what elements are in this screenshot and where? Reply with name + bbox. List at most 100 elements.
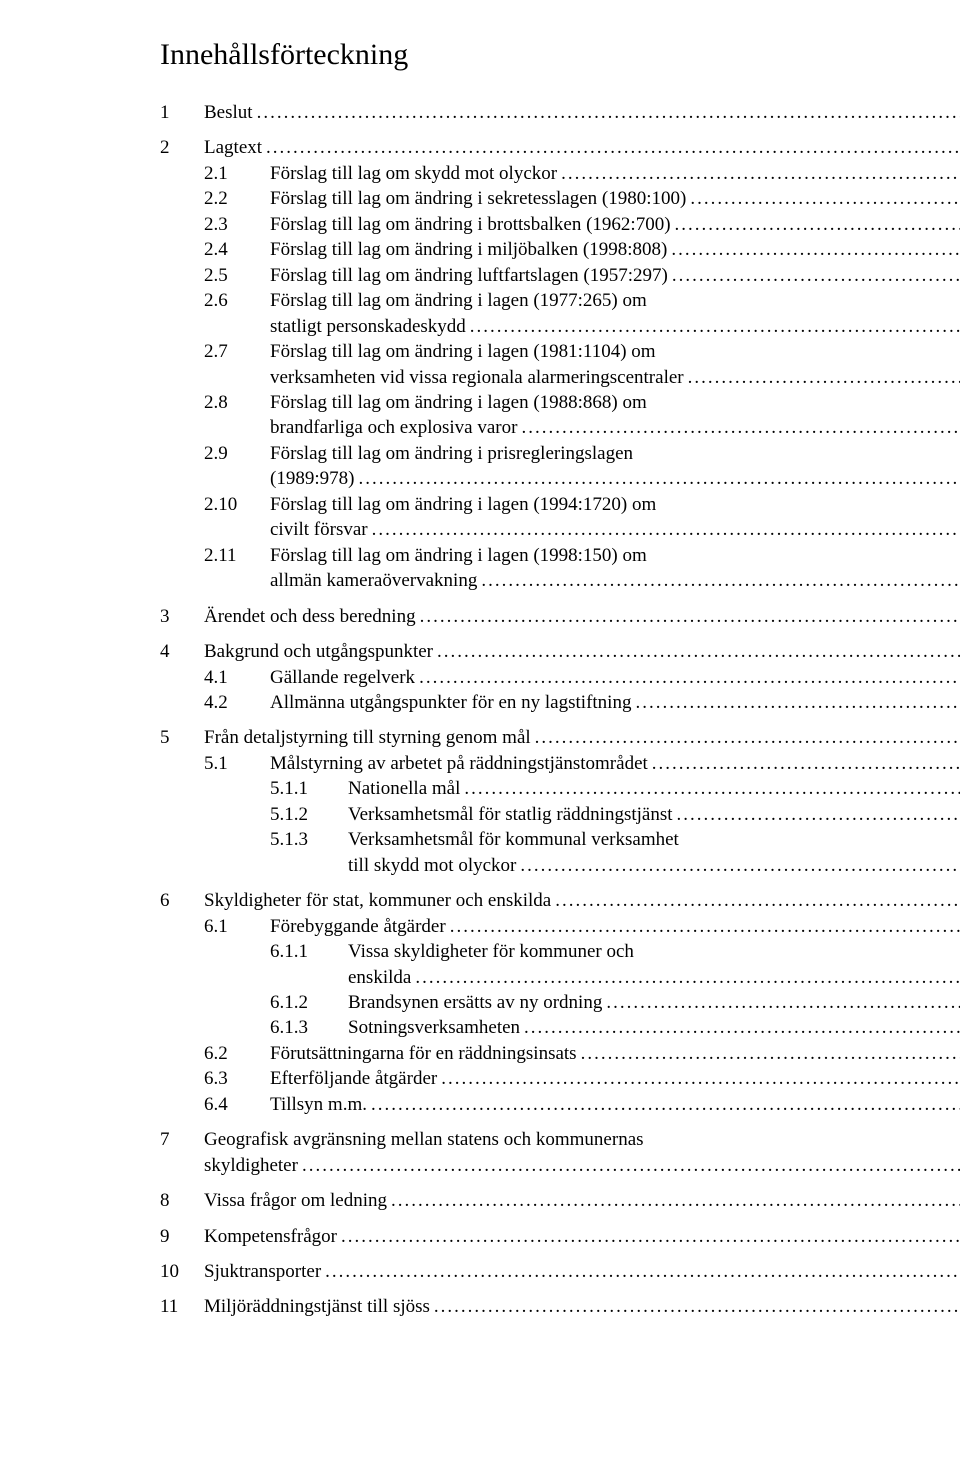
toc-number: 1 — [160, 100, 204, 125]
toc-label: enskilda — [348, 965, 960, 990]
toc-number: 4.2 — [204, 690, 270, 715]
toc-subsubsection: 5.1.2Verksamhetsmål för statlig räddning… — [270, 802, 960, 827]
toc-entry-line1: 5.1.3Verksamhetsmål för kommunal verksam… — [270, 827, 960, 852]
toc-label: Sotningsverksamheten — [348, 1015, 960, 1040]
toc-gap — [160, 1284, 960, 1294]
toc-label: Skyldigheter för stat, kommuner och ensk… — [204, 888, 960, 913]
toc-label: Gällande regelverk — [270, 665, 960, 690]
toc-chapter: 1Beslut5 — [160, 100, 960, 125]
toc-chapter: 8Vissa frågor om ledning74 — [160, 1188, 960, 1213]
toc-label: Förutsättningarna för en räddningsinsats — [270, 1041, 960, 1066]
toc-number: 9 — [160, 1224, 204, 1249]
toc-number: 6.1.2 — [270, 990, 348, 1015]
toc-gap — [160, 1117, 960, 1127]
toc-gap — [160, 1249, 960, 1259]
toc-subsection: 5.1Målstyrning av arbetet på räddningstj… — [204, 751, 960, 776]
toc-number: 2.10 — [204, 492, 270, 517]
toc-subsection: 6.4Tillsyn m.m.68 — [204, 1092, 960, 1117]
toc-chapter: 2Lagtext6 — [160, 135, 960, 160]
toc-number: 5.1.2 — [270, 802, 348, 827]
toc-number: 5.1.1 — [270, 776, 348, 801]
toc-label: Målstyrning av arbetet på räddningstjäns… — [270, 751, 960, 776]
toc-subsection: 2.4Förslag till lag om ändring i miljöba… — [204, 237, 960, 262]
toc-entry-line1: 2.8Förslag till lag om ändring i lagen (… — [204, 390, 960, 415]
toc-number: 6.3 — [204, 1066, 270, 1091]
toc-subsection: 2.1Förslag till lag om skydd mot olyckor… — [204, 161, 960, 186]
toc-chapter: 6Skyldigheter för stat, kommuner och ens… — [160, 888, 960, 913]
toc-label: Förslag till lag om ändring i lagen (198… — [270, 390, 960, 415]
toc-label: Förslag till lag om ändring i lagen (199… — [270, 492, 960, 517]
toc-entry-line2: brandfarliga och explosiva varor28 — [204, 415, 960, 440]
toc-subsubsection: 6.1.3Sotningsverksamheten57 — [270, 1015, 960, 1040]
toc-subsection: 2.2Förslag till lag om ändring i sekrete… — [204, 186, 960, 211]
toc-label: skyldigheter — [204, 1153, 960, 1178]
toc-entry-line1: 6.1.1Vissa skyldigheter för kommuner och — [270, 939, 960, 964]
toc-label: Ärendet och dess beredning — [204, 604, 960, 629]
toc-chapter: 9Kompetensfrågor76 — [160, 1224, 960, 1249]
table-of-contents: 1Beslut5 2Lagtext62.1Förslag till lag om … — [160, 100, 960, 1320]
toc-number: 2.3 — [204, 212, 270, 237]
toc-label: Vissa skyldigheter för kommuner och — [348, 939, 960, 964]
toc-number: 2.9 — [204, 441, 270, 466]
toc-number: 3 — [160, 604, 204, 629]
toc-number: 2.2 — [204, 186, 270, 211]
toc-entry-line2: till skydd mot olyckor43 — [270, 853, 960, 878]
toc-subsection: 6.2Förutsättningarna för en räddningsins… — [204, 1041, 960, 1066]
toc-subsection: 2.5Förslag till lag om ändring luftfarts… — [204, 263, 960, 288]
toc-label: Förslag till lag om skydd mot olyckor — [270, 161, 960, 186]
toc-entry-line1: 2.6Förslag till lag om ändring i lagen (… — [204, 288, 960, 313]
toc-number: 10 — [160, 1259, 204, 1284]
toc-label: Brandsynen ersätts av ny ordning — [348, 990, 960, 1015]
toc-label: allmän kameraövervakning — [270, 568, 960, 593]
toc-number: 6.1.1 — [270, 939, 348, 964]
toc-gap — [160, 878, 960, 888]
toc-number: 6.1.3 — [270, 1015, 348, 1040]
toc-label: (1989:978) — [270, 466, 960, 491]
toc-chapter: 3Ärendet och dess beredning32 — [160, 604, 960, 629]
toc-number: 11 — [160, 1294, 204, 1319]
toc-entry-line2: allmän kameraövervakning31 — [204, 568, 960, 593]
toc-label: brandfarliga och explosiva varor — [270, 415, 960, 440]
toc-entry-line1: 2.11Förslag till lag om ändring i lagen … — [204, 543, 960, 568]
toc-chapter: 5Från detaljstyrning till styrning genom… — [160, 725, 960, 750]
toc-label: Förslag till lag om ändring i lagen (198… — [270, 339, 960, 364]
toc-label: statligt personskadeskydd — [270, 314, 960, 339]
toc-label: Tillsyn m.m. — [270, 1092, 960, 1117]
toc-label: Verksamhetsmål för statlig räddningstjän… — [348, 802, 960, 827]
toc-number: 7 — [160, 1127, 204, 1152]
toc-subsection: 6.1Förebyggande åtgärder46 — [204, 914, 960, 939]
toc-subsubsection: 5.1.1Nationella mål39 — [270, 776, 960, 801]
toc-entry-line2: skyldigheter71 — [160, 1153, 960, 1178]
toc-label: Vissa frågor om ledning — [204, 1188, 960, 1213]
toc-chapter: 11Miljöräddningstjänst till sjöss81 — [160, 1294, 960, 1319]
toc-entry-line1: 7Geografisk avgränsning mellan statens o… — [160, 1127, 960, 1152]
toc-label: Förslag till lag om ändring i lagen (199… — [270, 543, 960, 568]
toc-gap — [160, 125, 960, 135]
toc-label: Lagtext — [204, 135, 960, 160]
toc-subsection: 2.3Förslag till lag om ändring i brottsb… — [204, 212, 960, 237]
toc-entry-line1: 2.7Förslag till lag om ändring i lagen (… — [204, 339, 960, 364]
toc-number: 5.1.3 — [270, 827, 348, 852]
toc-label: Nationella mål — [348, 776, 960, 801]
toc-number: 2.8 — [204, 390, 270, 415]
toc-label: Kompetensfrågor — [204, 1224, 960, 1249]
toc-label: till skydd mot olyckor — [348, 853, 960, 878]
toc-number: 2.6 — [204, 288, 270, 313]
toc-label: Beslut — [204, 100, 960, 125]
toc-label: Förslag till lag om ändring i miljöbalke… — [270, 237, 960, 262]
toc-gap — [160, 715, 960, 725]
toc-entry-line1: 2.10Förslag till lag om ändring i lagen … — [204, 492, 960, 517]
toc-label: Förslag till lag om ändring i sekretessl… — [270, 186, 960, 211]
toc-entry-line2: verksamheten vid vissa regionala alarmer… — [204, 365, 960, 390]
toc-label: Allmänna utgångspunkter för en ny lagsti… — [270, 690, 960, 715]
toc-label: Från detaljstyrning till styrning genom … — [204, 725, 960, 750]
toc-label: Verksamhetsmål för kommunal verksamhet — [348, 827, 960, 852]
toc-label: civilt försvar — [270, 517, 960, 542]
toc-label: Sjuktransporter — [204, 1259, 960, 1284]
toc-label: Efterföljande åtgärder — [270, 1066, 960, 1091]
toc-gap — [160, 594, 960, 604]
toc-label: Förslag till lag om ändring i prisregler… — [270, 441, 960, 466]
toc-number: 6.4 — [204, 1092, 270, 1117]
toc-chapter: 10Sjuktransporter78 — [160, 1259, 960, 1284]
toc-label: Geografisk avgränsning mellan statens oc… — [204, 1127, 960, 1152]
